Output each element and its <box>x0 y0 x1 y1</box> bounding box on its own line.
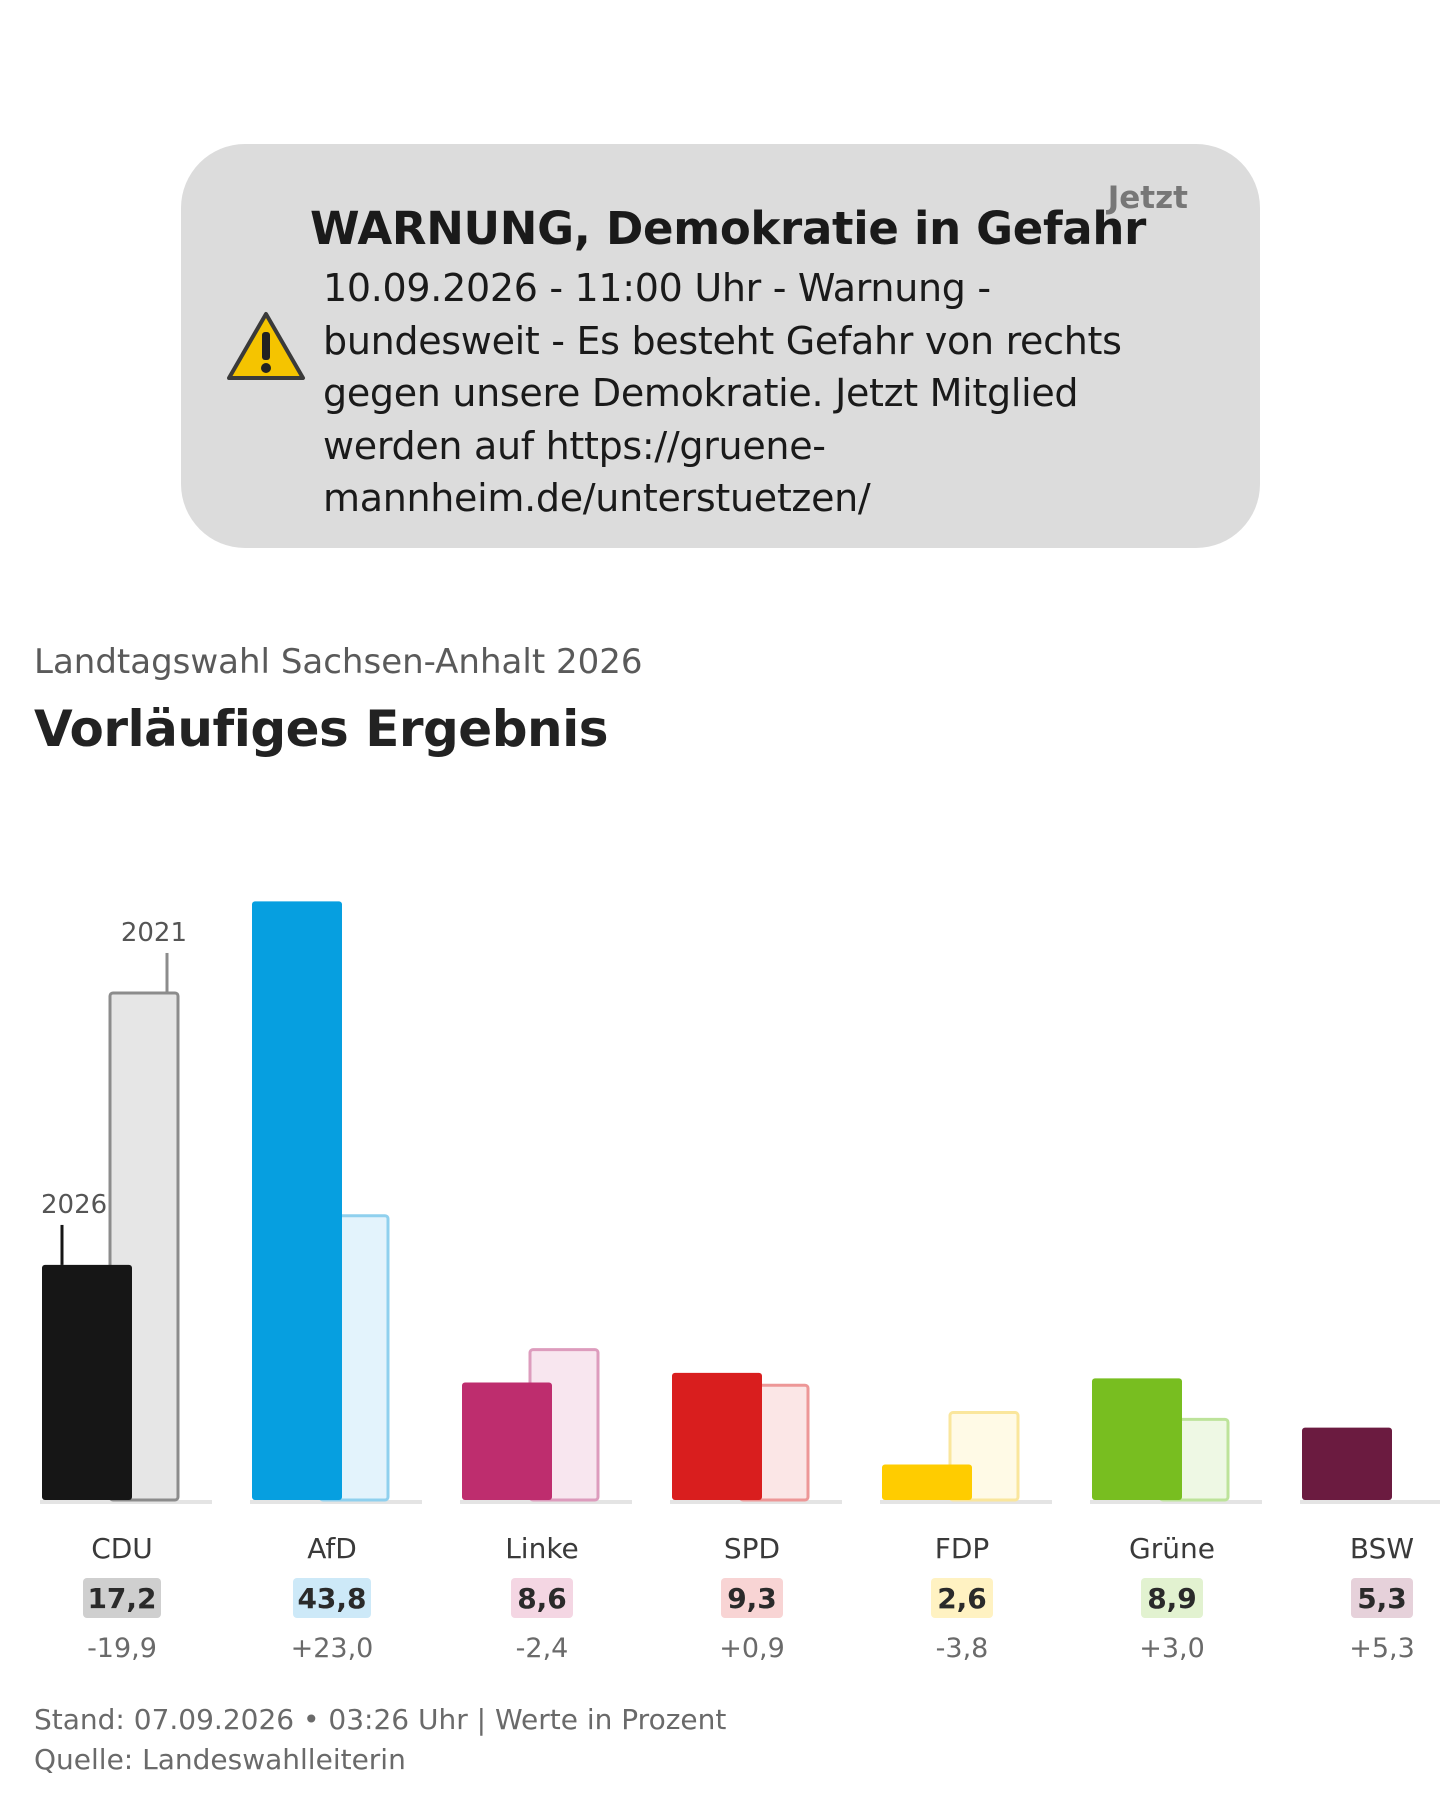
notification-body-line: bundesweit - Es besteht Gefahr von recht… <box>323 318 1122 363</box>
value-label-bg <box>511 1578 573 1618</box>
annotation-2021: 2021 <box>121 918 187 948</box>
chart-footer: Stand: 07.09.2026 • 03:26 Uhr | Werte in… <box>34 1700 726 1780</box>
value-label: 9,3 <box>727 1582 777 1615</box>
value-label-bg <box>293 1578 371 1618</box>
warning-triangle-icon <box>227 312 305 380</box>
chart-subtitle: Landtagswahl Sachsen-Anhalt 2026 <box>34 642 643 682</box>
bar-2026-bsw <box>1302 1427 1392 1500</box>
bar-2026-spd <box>672 1372 762 1500</box>
diff-label: +5,3 <box>1349 1633 1415 1664</box>
value-label: 43,8 <box>297 1582 366 1615</box>
category-label: SPD <box>724 1532 780 1565</box>
bar-2026-linke <box>462 1382 552 1500</box>
footer-source: Quelle: Landeswahlleiterin <box>34 1743 406 1776</box>
notification-card[interactable]: Jetzt WARNUNG, Demokratie in Gefahr 10.0… <box>181 144 1260 548</box>
category-label: FDP <box>935 1532 990 1565</box>
value-label: 17,2 <box>87 1582 156 1615</box>
diff-label: -19,9 <box>87 1633 157 1664</box>
bar-2026-afd <box>252 901 342 1500</box>
notification-body-line: mannheim.de/unterstuetzen/ <box>323 476 871 520</box>
diff-label: -2,4 <box>516 1633 569 1664</box>
value-label: 8,9 <box>1147 1582 1197 1615</box>
notification-body-line: werden auf https://gruene- <box>323 423 826 468</box>
bar-2026-fdp <box>882 1464 972 1500</box>
value-label-bg <box>931 1578 993 1618</box>
value-label: 5,3 <box>1357 1582 1407 1615</box>
value-label: 8,6 <box>517 1582 567 1615</box>
value-label-bg <box>1351 1578 1413 1618</box>
category-label: CDU <box>91 1532 153 1565</box>
value-label-bg <box>721 1578 783 1618</box>
category-label: Grüne <box>1129 1532 1215 1565</box>
notification-title: WARNUNG, Demokratie in Gefahr <box>310 202 1146 255</box>
notification-body-line: 10.09.2026 - 11:00 Uhr - Warnung - <box>323 266 991 310</box>
category-label: BSW <box>1350 1532 1414 1565</box>
value-label-bg <box>83 1578 161 1618</box>
notification-body-line: gegen unsere Demokratie. Jetzt Mitglied <box>323 371 1079 415</box>
bar-2026-cdu <box>42 1264 132 1500</box>
diff-label: +0,9 <box>719 1633 785 1664</box>
diff-label: +23,0 <box>291 1633 374 1664</box>
value-label: 2,6 <box>937 1582 987 1615</box>
category-label: Linke <box>505 1532 579 1565</box>
chart-title: Vorläufiges Ergebnis <box>34 700 609 758</box>
diff-label: -3,8 <box>936 1633 989 1664</box>
bar-2026-grüne <box>1092 1378 1182 1500</box>
notification-time: Jetzt <box>1107 180 1188 216</box>
notification-body: 10.09.2026 - 11:00 Uhr - Warnung - bunde… <box>323 262 1183 525</box>
annotation-2026: 2026 <box>41 1190 107 1220</box>
footer-stand: Stand: 07.09.2026 • 03:26 Uhr | Werte in… <box>34 1703 727 1736</box>
election-bar-chart: CDU 17,2 -19,9 AfD 43,8 +23,0 Linke 8,6 -2,4 SPD 9… <box>40 901 1440 1664</box>
diff-label: +3,0 <box>1139 1633 1205 1664</box>
value-label-bg <box>1141 1578 1203 1618</box>
category-label: AfD <box>307 1532 357 1565</box>
